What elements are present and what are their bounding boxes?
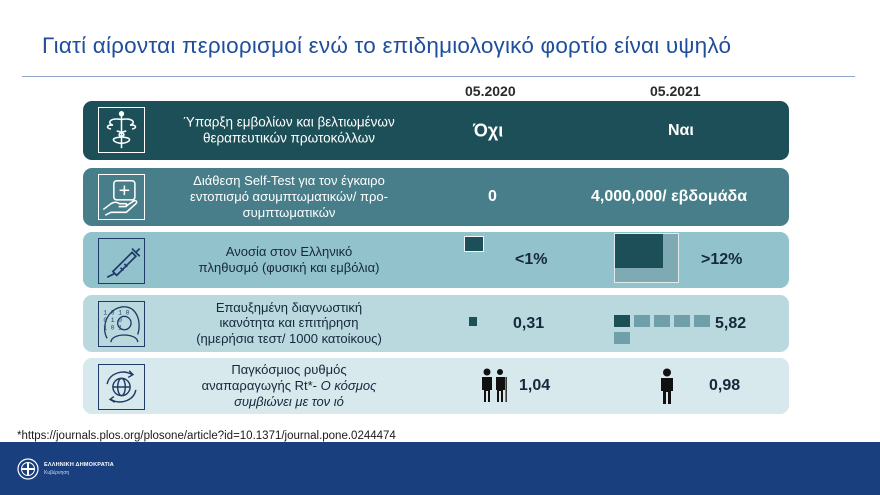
value-2020: Όχι [473,120,504,140]
testing-square [614,332,630,344]
row-vaccines-label: Ύπαρξη εμβολίων και βελτιωμένων θεραπευτ… [159,114,419,147]
label-line: Παγκόσμιος ρυθμός [231,362,347,378]
value-2020: <1% [515,251,548,268]
column-header-2021: 05.2021 [650,83,701,99]
testing-square [634,315,650,327]
person-icon [480,368,494,402]
footer-bar: ΕΛΛΗΝΙΚΗ ΔΗΜΟΚΡΑΤΙΑ Κυβέρνηση [0,442,880,495]
value-2020: 0,31 [513,314,545,332]
footnote-source: *https://journals.plos.org/plosone/artic… [17,430,396,442]
row-rt-label: Παγκόσμιος ρυθμός αναπαραγωγής Rt*- Ο κό… [159,362,419,410]
value-2021: Ναι [668,121,694,139]
row-testing: 1 0 1 0 0 1 0 1 0 1 Επαυξημένη διαγνωστι… [83,295,789,352]
row-immunity: Ανοσία στον Ελληνικό πληθυσμό (φυσική κα… [83,232,789,288]
label-text-italic: Ο κόσμος [320,378,377,394]
label-line: θεραπευτικών πρωτοκόλλων [202,130,376,146]
title-divider [22,76,855,77]
testing-square [674,315,690,327]
value-2020: 0 [488,188,497,205]
row-self-test: Διάθεση Self-Test για τον έγκαιρο εντοπι… [83,168,789,226]
testing-square [654,315,670,327]
svg-text:1 0 1: 1 0 1 [103,325,122,332]
value-2021: 4,000,000/ εβδομάδα [591,188,748,205]
org-name: ΕΛΛΗΝΙΚΗ ΔΗΜΟΚΡΑΤΙΑ [44,462,114,468]
label-line: ικανότητα και επιτήρηση [219,315,359,331]
label-line: Ανοσία στον Ελληνικό [225,244,353,260]
immunity-square-2021 [615,234,663,268]
label-line: πληθυσμό (φυσική και εμβόλια) [198,260,380,275]
row-rt: Παγκόσμιος ρυθμός αναπαραγωγής Rt*- Ο κό… [83,358,789,414]
label-line: Επαυξημένη διαγνωστική [215,299,363,315]
label-line: αναπαραγωγής Rt*- Ο κόσμος [159,378,419,394]
label-line: (ημερήσια τεστ/ 1000 κατοίκους) [196,331,382,347]
label-line: Διάθεση Self-Test για τον έγκαιρο [193,173,385,189]
value-2021: >12% [701,251,743,268]
org-subtitle: Κυβέρνηση [44,470,70,476]
person-icon [495,368,507,402]
data-head-icon: 1 0 1 0 0 1 0 1 0 1 [98,301,145,347]
column-header-2020: 05.2020 [465,83,516,99]
row-testing-label: Επαυξημένη διαγνωστική ικανότητα και επι… [159,300,419,348]
slide-title: Γιατί αίρονται περιορισμοί ενώ το επιδημ… [42,33,732,58]
greek-emblem-icon [17,458,39,480]
svg-text:0 1 0: 0 1 0 [103,317,122,324]
label-line: εντοπισμό ασυμπτωματικών/ προ- [190,189,388,205]
svg-text:1 0 1 0: 1 0 1 0 [103,309,129,316]
globe-cycle-icon [98,364,145,410]
value-2021: 5,82 [715,314,747,332]
self-test-hand-icon [98,174,145,220]
testing-square [694,315,710,327]
testing-square-2020 [469,317,477,326]
row-self-test-label: Διάθεση Self-Test για τον έγκαιρο εντοπι… [159,173,419,221]
label-line: συμβιώνει με τον ιό [234,393,344,409]
caduceus-icon [98,107,145,153]
testing-square [614,315,630,327]
syringe-icon [98,238,145,284]
row-immunity-label: Ανοσία στον Ελληνικό πληθυσμό (φυσική κα… [159,244,419,276]
label-line: Ύπαρξη εμβολίων και βελτιωμένων [183,114,395,130]
label-text: αναπαραγωγής Rt*- [201,378,321,394]
person-icon [659,368,675,404]
value-2020: 1,04 [519,377,551,394]
value-2021: 0,98 [709,377,741,394]
label-line: συμπτωματικών [242,204,336,220]
row-vaccines: Ύπαρξη εμβολίων και βελτιωμένων θεραπευτ… [83,101,789,160]
immunity-square-2020 [464,236,484,252]
